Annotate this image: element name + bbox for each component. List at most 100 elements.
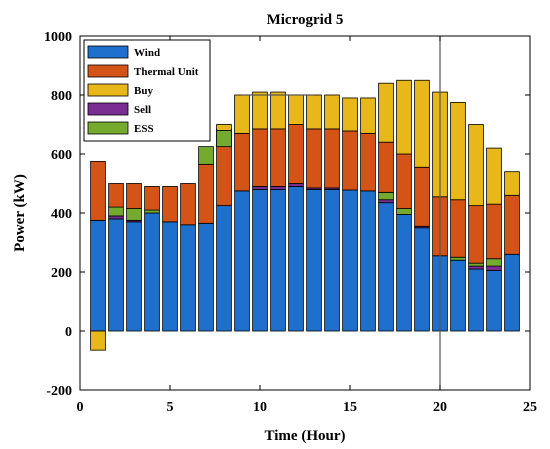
bar-segment-buy xyxy=(216,124,232,131)
legend-swatch-buy xyxy=(87,83,129,97)
bar-segment-wind xyxy=(378,202,394,332)
bar-segment-thermal-unit xyxy=(180,183,196,226)
legend-label-buy: Buy xyxy=(134,85,153,97)
legend-label-wind: Wind xyxy=(134,47,160,59)
y-tick-label: 0 xyxy=(65,325,72,340)
bar-segment-wind xyxy=(288,186,304,332)
bar-segment-wind xyxy=(216,205,232,332)
bar-segment-buy xyxy=(504,171,520,196)
bar-segment-buy xyxy=(486,147,502,205)
bar-segment-buy xyxy=(288,94,304,125)
legend: Wind Thermal Unit Buy Sell ESS xyxy=(83,39,211,142)
bar-segment-thermal-unit xyxy=(234,132,250,192)
bar-segment-wind xyxy=(504,253,520,332)
bar-segment-sell xyxy=(108,215,124,220)
bar-segment-thermal-unit xyxy=(342,130,358,191)
bar-segment-wind xyxy=(108,218,124,332)
y-tick-label: 1000 xyxy=(44,30,72,45)
bar-segment-wind xyxy=(270,188,286,332)
bar-segment-ess xyxy=(486,258,502,267)
x-tick-label: 0 xyxy=(77,400,84,415)
x-tick-label: 20 xyxy=(433,400,447,415)
bar-segment-thermal-unit xyxy=(504,194,520,255)
bar-segment-wind xyxy=(126,221,142,332)
bar-segment-sell xyxy=(252,186,268,190)
bar-segment-buy xyxy=(324,94,340,130)
bar-segment-wind xyxy=(90,219,106,332)
bar-segment-thermal-unit xyxy=(270,128,286,187)
bar-segment-thermal-unit xyxy=(162,186,178,223)
bar-segment-thermal-unit xyxy=(126,183,142,209)
bar-segment-wind xyxy=(144,212,160,332)
bars-layer xyxy=(90,79,520,351)
y-axis-label: Power (kW) xyxy=(12,174,28,252)
bar-segment-wind xyxy=(396,214,412,332)
y-tick-label: 200 xyxy=(51,266,72,281)
bar-segment-ess xyxy=(450,256,466,261)
bar-segment-thermal-unit xyxy=(144,186,160,211)
x-tick-label: 5 xyxy=(167,400,174,415)
bar-segment-ess xyxy=(198,146,214,165)
bar-segment-wind xyxy=(486,270,502,332)
bar-segment-wind xyxy=(414,227,430,332)
legend-label-thermal-unit: Thermal Unit xyxy=(134,66,199,78)
bar-segment-ess xyxy=(378,191,394,201)
bar-segment-thermal-unit xyxy=(468,205,484,264)
legend-label-sell: Sell xyxy=(134,104,151,116)
bar-segment-wind xyxy=(252,188,268,332)
legend-label-ess: ESS xyxy=(134,123,154,135)
bar-segment-thermal-unit xyxy=(198,163,214,224)
bar-segment-buy xyxy=(234,94,250,134)
bar-segment-wind xyxy=(450,259,466,332)
bar-segment-buy xyxy=(414,79,430,168)
bar-segment-sell xyxy=(468,265,484,270)
bar-segment-wind xyxy=(306,188,322,332)
bar-segment-buy xyxy=(450,101,466,201)
bar-segment-thermal-unit xyxy=(324,128,340,189)
bar-segment-wind xyxy=(180,224,196,332)
legend-swatch-ess xyxy=(87,121,129,135)
bar-segment-buy xyxy=(270,91,286,130)
bar-segment-buy xyxy=(342,97,358,132)
bar-segment-wind xyxy=(198,222,214,332)
legend-swatch-sell xyxy=(87,102,129,116)
chart-title: Microgrid 5 xyxy=(267,12,344,28)
bar-segment-thermal-unit xyxy=(396,153,412,209)
bar-segment-ess xyxy=(126,208,142,221)
bar-segment-sell xyxy=(486,265,502,271)
bar-segment-ess xyxy=(108,206,124,217)
bar-segment-sell xyxy=(378,199,394,204)
legend-items: Wind Thermal Unit Buy Sell ESS xyxy=(87,45,199,135)
y-tick-label: 600 xyxy=(51,148,72,163)
bar-segment-ess xyxy=(468,262,484,267)
bar-segment-ess xyxy=(396,208,412,215)
bar-segment-thermal-unit xyxy=(108,183,124,208)
bar-segment-thermal-unit xyxy=(306,128,322,189)
bar-segment-wind xyxy=(342,189,358,332)
bar-segment-thermal-unit xyxy=(450,199,466,258)
bar-segment-thermal-unit xyxy=(288,124,304,184)
bar-segment-buy xyxy=(468,124,484,207)
bar-segment-wind xyxy=(324,188,340,332)
bar-segment-buy xyxy=(90,330,106,351)
x-tick-label: 15 xyxy=(343,400,357,415)
x-tick-label: 10 xyxy=(253,400,267,415)
x-axis-label: Time (Hour) xyxy=(265,428,346,444)
bar-segment-sell xyxy=(288,183,304,187)
x-tick-label: 25 xyxy=(523,400,537,415)
bar-segment-wind xyxy=(360,190,376,332)
bar-segment-wind xyxy=(468,268,484,332)
bar-segment-thermal-unit xyxy=(414,166,430,227)
bar-segment-ess xyxy=(144,209,160,214)
bar-segment-ess xyxy=(216,129,232,148)
bar-segment-sell xyxy=(270,186,286,190)
bar-segment-thermal-unit xyxy=(378,141,394,193)
bar-segment-buy xyxy=(396,79,412,155)
bar-segment-thermal-unit xyxy=(90,160,106,221)
y-tick-label: -200 xyxy=(46,384,72,399)
bar-segment-wind xyxy=(234,190,250,332)
ticks-layer: 0 5 10 15 20 25 -200 0 200 400 600 800 1000 xyxy=(44,30,537,415)
bar-segment-buy xyxy=(378,82,394,143)
